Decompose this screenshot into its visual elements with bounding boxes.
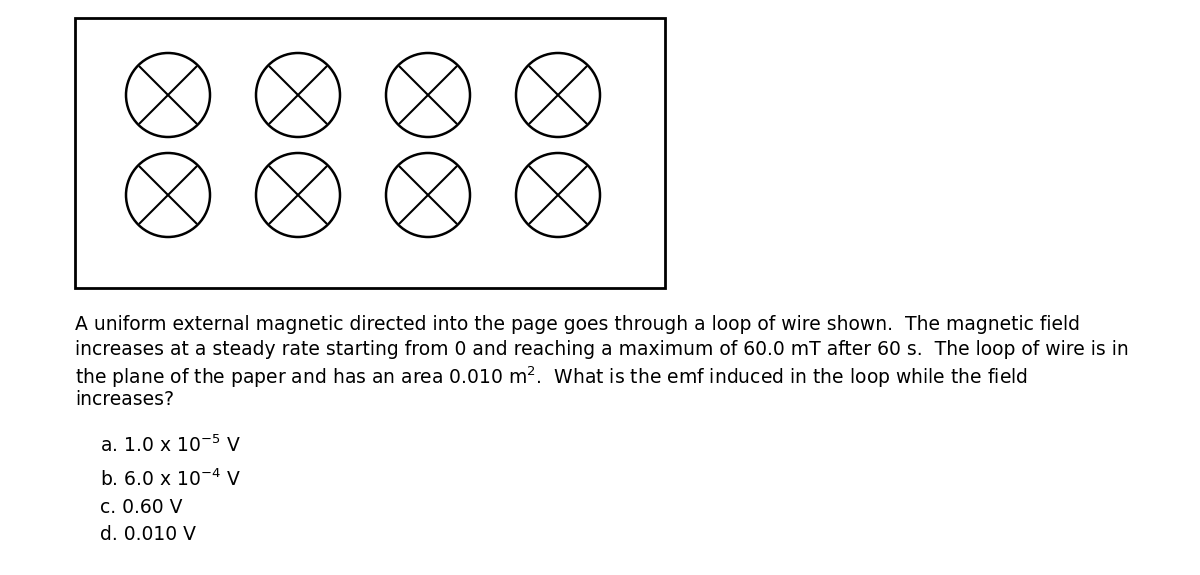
Text: increases at a steady rate starting from 0 and reaching a maximum of 60.0 mT aft: increases at a steady rate starting from…	[74, 340, 1129, 359]
Text: b. 6.0 x 10$^{-4}$ V: b. 6.0 x 10$^{-4}$ V	[100, 468, 241, 489]
Circle shape	[386, 153, 470, 237]
Text: increases?: increases?	[74, 390, 174, 409]
Text: d. 0.010 V: d. 0.010 V	[100, 525, 196, 544]
Circle shape	[126, 153, 210, 237]
Circle shape	[516, 153, 600, 237]
Circle shape	[256, 153, 340, 237]
Bar	[74, 18, 665, 288]
Circle shape	[386, 53, 470, 137]
Text: A uniform external magnetic directed into the page goes through a loop of wire s: A uniform external magnetic directed int…	[74, 315, 1080, 334]
Circle shape	[126, 53, 210, 137]
Text: a. 1.0 x 10$^{-5}$ V: a. 1.0 x 10$^{-5}$ V	[100, 435, 241, 457]
Circle shape	[256, 53, 340, 137]
Circle shape	[516, 53, 600, 137]
Text: the plane of the paper and has an area 0.010 m$^2$.  What is the emf induced in : the plane of the paper and has an area 0…	[74, 365, 1028, 390]
Text: c. 0.60 V: c. 0.60 V	[100, 498, 182, 517]
